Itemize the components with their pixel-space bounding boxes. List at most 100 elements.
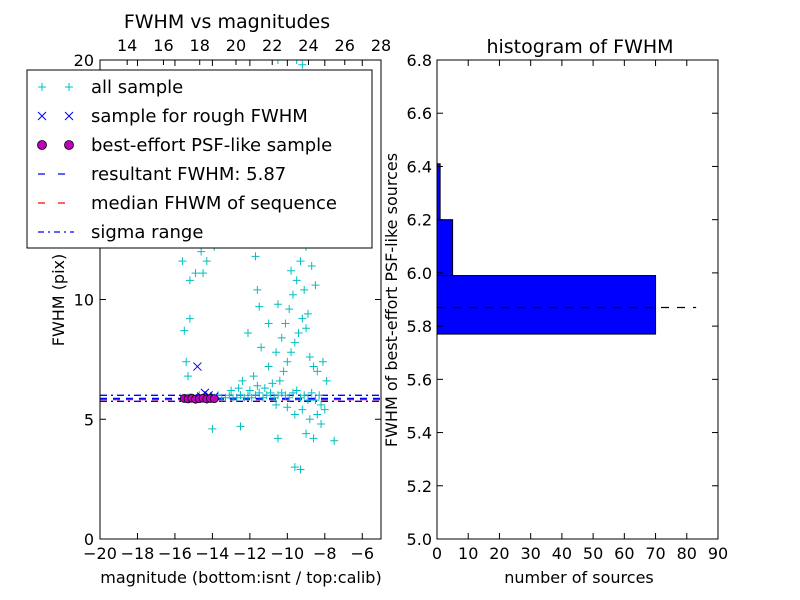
top-tick-label: 26	[335, 36, 355, 55]
legend-marker	[37, 111, 47, 121]
all-sample-point	[266, 388, 275, 397]
all-sample-point	[243, 329, 252, 338]
hist-x-tick-label: 10	[458, 544, 478, 563]
legend-marker	[38, 83, 46, 91]
legend-entry: resultant FWHM: 5.87	[38, 164, 286, 185]
histogram-y-ticks: 5.0 5.2 5.4 5.6 5.8 6.0 6.2 6.4 6.6 6.8	[407, 51, 718, 549]
x-tick-label: −20	[83, 544, 117, 563]
scatter-xlabel: magnitude (bottom:isnt / top:calib)	[100, 568, 381, 587]
top-tick-label: 16	[153, 36, 173, 55]
histogram-bar	[437, 219, 454, 277]
x-tick-label: −18	[121, 544, 155, 563]
all-sample-point	[273, 434, 282, 443]
x-tick-label: −10	[270, 544, 304, 563]
all-sample-point	[303, 309, 312, 318]
all-sample-point	[296, 257, 305, 266]
x-tick-label: −16	[158, 544, 192, 563]
y-axis-ticks: 0 5 10 20	[74, 51, 381, 549]
all-sample-point	[290, 338, 299, 347]
all-sample-point	[234, 384, 243, 393]
all-sample-point	[309, 434, 318, 443]
hist-y-tick-label: 5.8	[407, 317, 432, 336]
legend-entry: all sample	[38, 77, 183, 98]
legend-label: resultant FWHM: 5.87	[91, 164, 286, 185]
all-sample-point	[330, 436, 339, 445]
histogram-frame	[436, 59, 719, 540]
scatter-points	[178, 60, 339, 474]
x-tick-label: −8	[313, 544, 337, 563]
y-tick-label: 20	[74, 51, 94, 70]
all-sample-point	[322, 376, 331, 385]
y-tick-label: 5	[84, 410, 94, 429]
histogram-title: histogram of FWHM	[486, 36, 673, 58]
hist-x-tick-label: 80	[677, 544, 697, 563]
all-sample-point	[290, 410, 299, 419]
hist-y-tick-label: 5.6	[407, 370, 432, 389]
hist-x-tick-label: 90	[708, 544, 728, 563]
y-tick-label: 0	[84, 530, 94, 549]
all-sample-point	[275, 376, 284, 385]
all-sample-point	[292, 386, 301, 395]
all-sample-point	[294, 329, 303, 338]
all-sample-point	[260, 384, 269, 393]
top-axis-ticks: 14 16 18 20 22 24 26 28	[117, 36, 391, 65]
hist-y-tick-label: 6.0	[407, 264, 432, 283]
all-sample-point	[307, 261, 316, 270]
all-sample-point	[236, 422, 245, 431]
top-tick-label: 14	[117, 36, 137, 55]
hist-x-tick-label: 70	[645, 544, 665, 563]
legend-marker	[64, 140, 74, 150]
scatter-panel: −20 −18 −16 −14 −12 −10 −8 −6 0 5 10 20 14 16 18 20 22…	[26, 11, 391, 587]
best-effort-psf-like-sample-point	[209, 394, 219, 404]
sample-for-rough-fwhm-point	[193, 362, 202, 371]
all-sample-point	[184, 372, 193, 381]
all-sample-point	[199, 269, 208, 278]
all-sample-point	[317, 400, 326, 409]
all-sample-point	[191, 269, 200, 278]
all-sample-point	[273, 60, 282, 64]
legend-entry: median FHWM of sequence	[38, 193, 337, 214]
all-sample-point	[283, 403, 292, 412]
legend-entry: sigma range	[38, 222, 203, 243]
all-sample-point	[285, 305, 294, 314]
histogram-bar	[437, 275, 657, 335]
all-sample-point	[311, 396, 320, 405]
all-sample-point	[290, 463, 299, 472]
all-sample-point	[257, 343, 266, 352]
legend-marker	[64, 111, 74, 121]
all-sample-point	[305, 415, 314, 424]
all-sample-point	[283, 357, 292, 366]
all-sample-point	[182, 357, 191, 366]
hist-y-tick-label: 5.0	[407, 530, 432, 549]
hist-x-tick-label: 0	[432, 544, 442, 563]
all-sample-point	[268, 379, 277, 388]
all-sample-point	[251, 252, 260, 261]
all-sample-point	[298, 405, 307, 414]
hist-x-tick-label: 40	[552, 544, 572, 563]
hist-y-tick-label: 6.8	[407, 51, 432, 70]
all-sample-point	[303, 396, 312, 405]
histogram-bars	[437, 163, 657, 335]
top-tick-label: 24	[298, 36, 318, 55]
all-sample-point	[202, 257, 211, 266]
all-sample-point	[255, 302, 264, 311]
top-tick-label: 20	[226, 36, 246, 55]
legend-label: all sample	[91, 77, 183, 98]
all-sample-point	[277, 333, 286, 342]
all-sample-point	[281, 319, 290, 328]
all-sample-point	[302, 324, 311, 333]
all-sample-point	[309, 362, 318, 371]
all-sample-point	[287, 348, 296, 357]
all-sample-point	[300, 391, 309, 400]
all-sample-point	[253, 381, 262, 390]
all-sample-point	[313, 367, 322, 376]
x-axis-ticks: −20 −18 −16 −14 −12 −10 −8 −6	[83, 60, 374, 563]
all-sample-point	[302, 429, 311, 438]
top-tick-label: 18	[190, 36, 210, 55]
legend-label: sample for rough FWHM	[91, 106, 308, 127]
legend-label: median FHWM of sequence	[91, 193, 337, 214]
legend: all sample sample for rough FWHM best-effo…	[26, 69, 373, 249]
all-sample-point	[285, 393, 294, 402]
all-sample-point	[178, 257, 187, 266]
all-sample-point	[292, 276, 301, 285]
